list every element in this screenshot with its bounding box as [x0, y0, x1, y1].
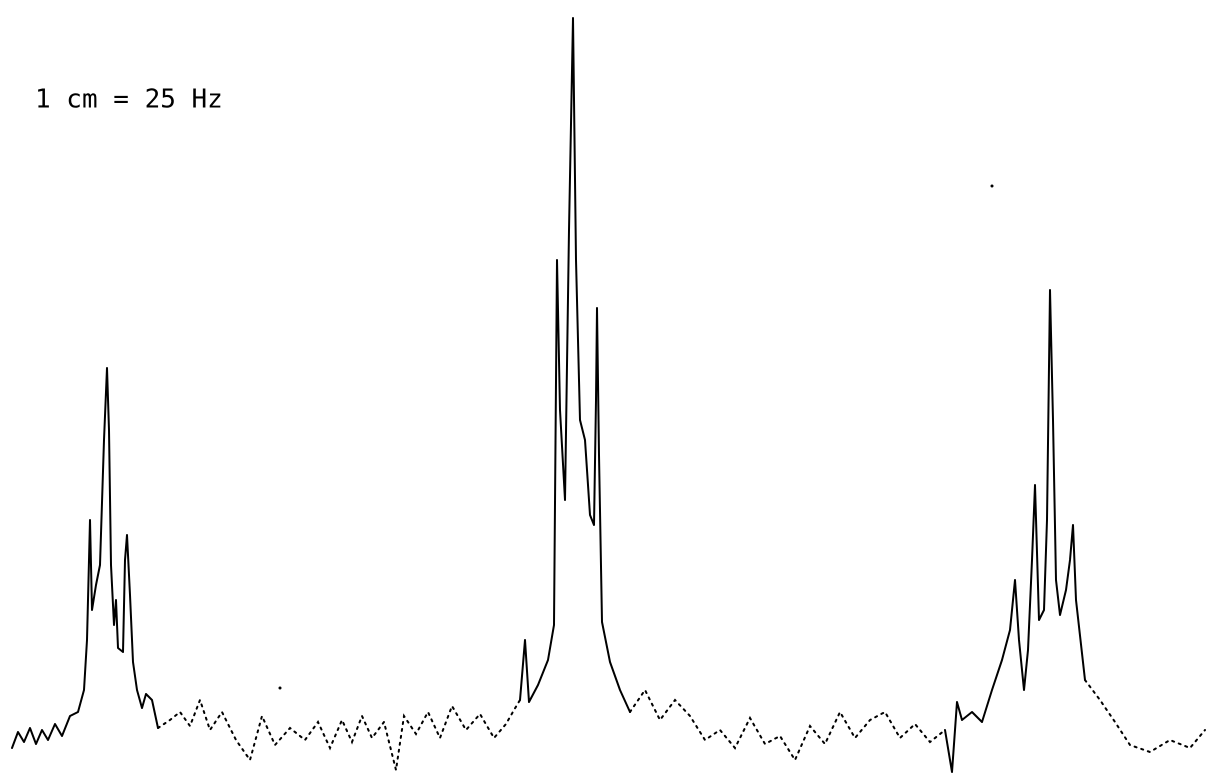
spectrum-baseline	[629, 688, 946, 763]
speck	[278, 686, 282, 690]
spectrum-trace	[519, 17, 631, 713]
speck	[990, 184, 994, 188]
spectrum-trace	[944, 289, 1086, 773]
spectrum-baseline	[1084, 679, 1206, 754]
spectrum-trace	[11, 367, 159, 749]
spectrum-baseline	[157, 697, 521, 771]
scale-label: 1 cm = 25 Hz	[35, 85, 223, 115]
